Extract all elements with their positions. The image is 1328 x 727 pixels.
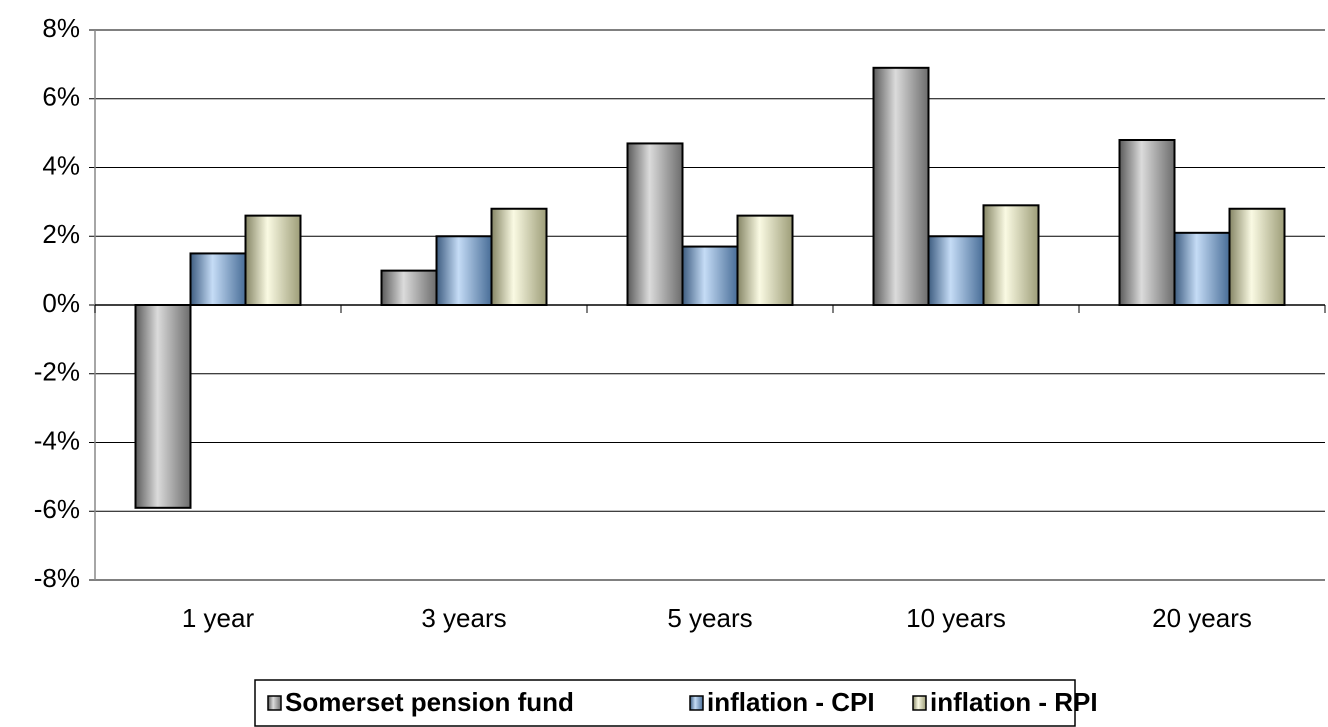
bar	[435, 235, 493, 306]
bar	[736, 214, 794, 306]
bar	[681, 245, 739, 306]
bar	[244, 214, 302, 306]
legend-box	[254, 679, 1076, 727]
x-tick-label: 10 years	[906, 603, 1006, 633]
legend-label: Somerset pension fund	[285, 687, 574, 717]
bar	[134, 304, 192, 509]
y-tick-label: -4%	[34, 425, 80, 455]
y-tick-label: 0%	[42, 288, 80, 318]
bar	[982, 204, 1040, 306]
bar	[1228, 207, 1286, 306]
x-tick-label: 5 years	[667, 603, 752, 633]
x-tick-label: 20 years	[1152, 603, 1252, 633]
bar	[872, 66, 930, 306]
y-tick-label: -2%	[34, 357, 80, 387]
y-tick-label: 8%	[42, 13, 80, 43]
y-tick-label: -8%	[34, 563, 80, 593]
legend-label: inflation - CPI	[707, 687, 875, 717]
legend-swatch	[912, 695, 927, 711]
bar	[1118, 139, 1176, 306]
bar	[490, 207, 548, 306]
x-tick-label: 1 year	[182, 603, 255, 633]
y-tick-label: -6%	[34, 494, 80, 524]
legend-swatch	[267, 695, 282, 711]
bar	[189, 252, 247, 306]
legend-label: inflation - RPI	[930, 687, 1098, 717]
legend-swatch	[689, 695, 704, 711]
bar	[1173, 231, 1231, 306]
y-tick-label: 2%	[42, 219, 80, 249]
bar	[927, 235, 985, 306]
bar	[626, 142, 684, 306]
bar	[380, 269, 438, 306]
y-tick-label: 4%	[42, 150, 80, 180]
x-tick-label: 3 years	[421, 603, 506, 633]
y-tick-label: 6%	[42, 82, 80, 112]
